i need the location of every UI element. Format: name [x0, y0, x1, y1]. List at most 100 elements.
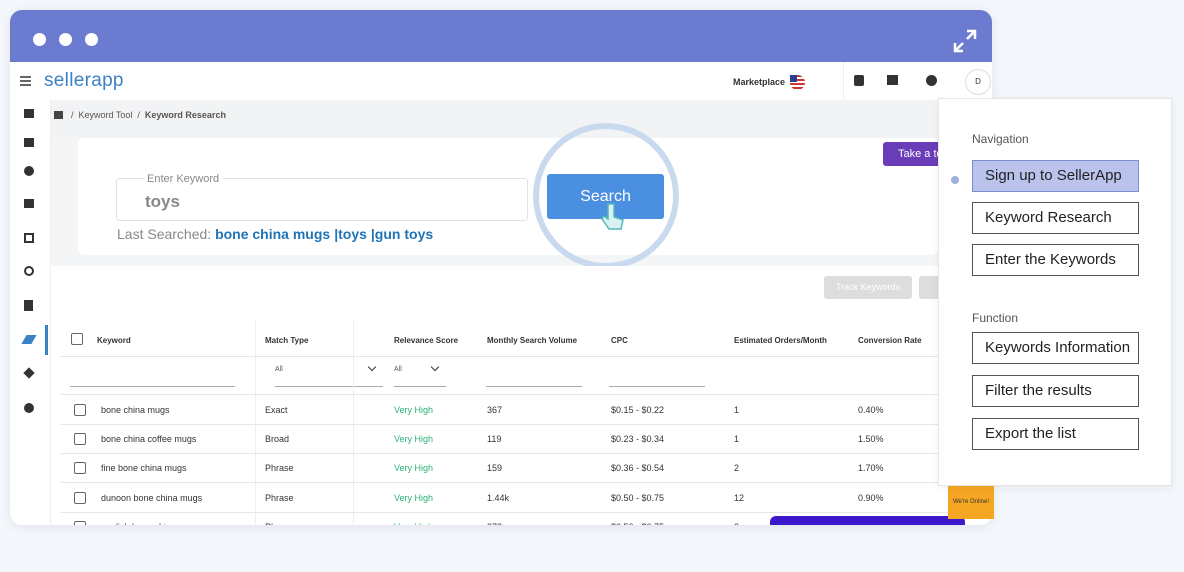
export-button[interactable]	[919, 276, 941, 299]
filter-select[interactable]: All	[275, 366, 283, 373]
last-searched: Last Searched: bone china mugs |toys |gun …	[117, 226, 437, 242]
search-button[interactable]: Search	[547, 174, 664, 219]
cell: $0.50 - $0.75	[611, 492, 665, 503]
select-line	[394, 386, 446, 387]
section-title: Function	[972, 311, 1019, 325]
calendar-icon[interactable]	[854, 75, 864, 86]
cell: 1.44k	[487, 492, 510, 503]
cell: bone china mugs	[101, 405, 170, 415]
header-line	[61, 394, 992, 395]
cell: 2	[734, 463, 740, 474]
section-title: Navigation	[972, 132, 1029, 146]
function-step[interactable]: Keywords Information	[972, 332, 1139, 364]
avatar[interactable]: D	[965, 69, 991, 95]
nav-step[interactable]: Keyword Research	[972, 202, 1139, 234]
cell: $0.36 - $0.54	[611, 463, 665, 474]
cell: Phrase	[265, 492, 294, 503]
row-checkbox[interactable]	[74, 491, 86, 504]
nav-step[interactable]: Enter the Keywords	[972, 244, 1139, 276]
logo: sellerapp	[44, 70, 124, 91]
chat-bar[interactable]	[770, 516, 965, 525]
keyword-input[interactable]: Enter Keyword toys	[116, 173, 528, 221]
header-checkbox[interactable]	[71, 333, 83, 345]
last-searched-link[interactable]: |toys	[334, 226, 367, 242]
row-checkbox[interactable]	[74, 520, 86, 525]
expand-icon[interactable]	[953, 29, 977, 53]
column-header[interactable]: Relevance Score	[394, 336, 459, 345]
cell: 378	[487, 522, 502, 525]
last-searched-link[interactable]: |gun toys	[370, 226, 434, 242]
window-dot	[85, 33, 98, 46]
search-card: Enter Keyword toys Last Searched: bone c…	[78, 138, 968, 255]
cell: 3	[734, 522, 739, 525]
cell: english bone china mugs	[101, 522, 201, 525]
input-label: Enter Keyword	[144, 173, 223, 185]
row-line	[61, 511, 992, 513]
cell: Very High	[394, 522, 433, 525]
select-line	[275, 386, 383, 387]
marketplace-label[interactable]: Marketplace	[733, 77, 786, 87]
row-checkbox[interactable]	[74, 462, 86, 475]
cell: bone china coffee mugs	[101, 434, 197, 445]
cell: Very High	[394, 434, 434, 445]
column-header[interactable]: Conversion Rate	[858, 336, 922, 345]
cell: 0.90%	[858, 492, 884, 503]
filter-input[interactable]	[609, 386, 705, 387]
column-header[interactable]: Match Type	[265, 336, 309, 345]
cell: 1.50%	[858, 434, 884, 445]
step-dot	[951, 176, 959, 184]
tour-panel: Navigation Function Sign up to SellerApp…	[938, 98, 1172, 486]
cell: Exact	[265, 405, 288, 415]
row-checkbox[interactable]	[74, 433, 86, 446]
column-divider	[255, 321, 256, 525]
breadcrumb-item: Keyword Research	[144, 110, 226, 120]
column-divider	[353, 321, 354, 525]
select-caret[interactable]	[430, 362, 440, 372]
row-line	[61, 453, 992, 455]
filter-select[interactable]: All	[394, 366, 402, 373]
browser-window: sellerapp Marketplace D / Keyword Tool /…	[10, 10, 992, 525]
column-header[interactable]: Estimated Orders/Month	[734, 336, 827, 345]
cell: 367	[487, 405, 503, 415]
cell: 1	[734, 434, 740, 445]
breadcrumb-item[interactable]: Keyword Tool	[78, 110, 133, 120]
window-dot	[33, 33, 46, 46]
help-icon[interactable]	[926, 75, 937, 86]
input-value: toys	[145, 192, 180, 211]
cell: 1.70%	[858, 463, 884, 474]
cursor-icon	[601, 203, 624, 230]
cell: dunoon bone china mugs	[101, 492, 203, 503]
row-checkbox[interactable]	[74, 404, 86, 416]
cell: Very High	[394, 492, 434, 503]
track-keywords-button[interactable]: Track Keywords	[824, 276, 912, 299]
flag[interactable]	[790, 75, 805, 90]
breadcrumb-bar: / Keyword Tool / Keyword Research	[51, 100, 992, 137]
row-line	[61, 424, 992, 425]
column-header[interactable]: Monthly Search Volume	[487, 336, 578, 345]
cell: 12	[734, 492, 745, 503]
column-header[interactable]: Keyword	[97, 336, 131, 345]
cell: $0.50 - $0.75	[611, 522, 664, 525]
filter-input[interactable]	[70, 386, 235, 387]
cell: $0.23 - $0.34	[611, 434, 665, 445]
cell: 159	[487, 463, 503, 474]
cell: fine bone china mugs	[101, 463, 187, 474]
window-dot	[59, 33, 72, 46]
sidebar	[10, 100, 51, 525]
last-searched-link[interactable]: bone china mugs	[215, 226, 331, 242]
menu-icon[interactable]	[20, 76, 32, 86]
chat-widget[interactable]: We're Online!	[948, 486, 994, 519]
chat-icon[interactable]	[887, 75, 898, 85]
nav-step[interactable]: Sign up to SellerApp	[972, 160, 1139, 192]
function-step[interactable]: Export the list	[972, 418, 1139, 450]
table-area: Track Keywords Keyword Match Type Relevanc…	[51, 266, 992, 525]
cell: Phrase	[265, 522, 294, 525]
title-bar	[10, 10, 992, 62]
select-caret[interactable]	[367, 362, 377, 372]
column-header[interactable]: CPC	[611, 336, 628, 345]
cell: Broad	[265, 434, 290, 445]
row-line	[61, 482, 992, 484]
function-step[interactable]: Filter the results	[972, 375, 1139, 407]
filter-input[interactable]	[486, 386, 582, 387]
